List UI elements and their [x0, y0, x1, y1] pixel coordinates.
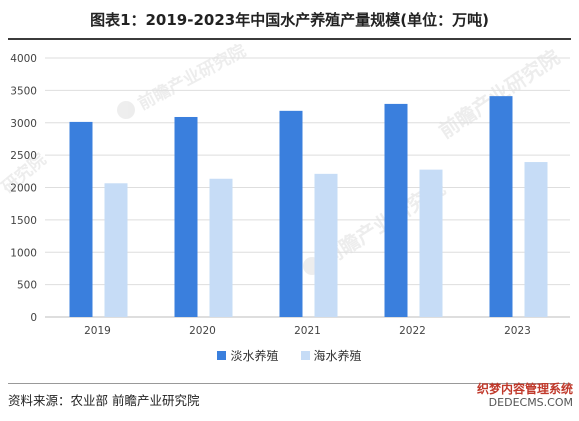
y-tick-label: 0 — [30, 312, 37, 324]
bar-series1-2019 — [69, 121, 93, 317]
svg-text:前瞻产业研究院: 前瞻产业研究院 — [134, 44, 249, 114]
x-tick-label: 2019 — [84, 325, 111, 337]
x-tick-label: 2020 — [189, 325, 216, 337]
y-tick-label: 1500 — [10, 215, 37, 227]
x-tick-label: 2023 — [504, 325, 531, 337]
y-tick-label: 500 — [17, 280, 37, 292]
watermark-site-url: DEDECMS.COM — [488, 396, 573, 409]
bar-series1-2020 — [174, 116, 198, 318]
chart-title: 图表1：2019-2023年中国水产养殖产量规模(单位：万吨) — [90, 10, 489, 29]
y-tick-label: 2000 — [10, 183, 37, 195]
bar-series1-2023 — [489, 96, 513, 317]
y-tick-label: 2500 — [10, 150, 37, 162]
y-tick-label: 4000 — [10, 53, 37, 65]
legend-item-series2: 海水养殖 — [300, 347, 362, 364]
legend-label-series2: 海水养殖 — [313, 349, 362, 363]
bar-series2-2020 — [209, 178, 233, 317]
x-tick-label: 2022 — [399, 325, 426, 337]
legend-swatch-series1 — [217, 351, 227, 360]
y-tick-label: 3000 — [10, 118, 37, 130]
watermark-site-name: 织梦内容管理系统 — [476, 382, 573, 396]
legend-label-series1: 淡水养殖 — [230, 349, 279, 363]
bar-series2-2019 — [104, 183, 128, 317]
bar-series1-2022 — [384, 103, 408, 317]
bar-series2-2021 — [314, 173, 338, 317]
y-tick-label: 3500 — [10, 85, 37, 97]
bar-series1-2021 — [279, 110, 303, 317]
chart-legend: 淡水养殖 海水养殖 — [0, 347, 579, 364]
watermark-site: 织梦内容管理系统 DEDECMS.COM — [476, 382, 573, 410]
y-tick-label: 1000 — [10, 247, 37, 259]
source-note: 资料来源：农业部 前瞻产业研究院 — [8, 393, 200, 408]
bar-series2-2022 — [419, 169, 443, 317]
title-divider — [8, 38, 571, 40]
footer-divider — [8, 383, 571, 384]
x-tick-label: 2021 — [294, 325, 321, 337]
bar-series2-2023 — [524, 162, 548, 317]
legend-swatch-series2 — [300, 351, 310, 360]
legend-item-series1: 淡水养殖 — [217, 347, 279, 364]
bar-chart: 前瞻产业研究院 前瞻产业研究院 前瞻产业研究院 研究院 050010001500… — [0, 44, 570, 337]
